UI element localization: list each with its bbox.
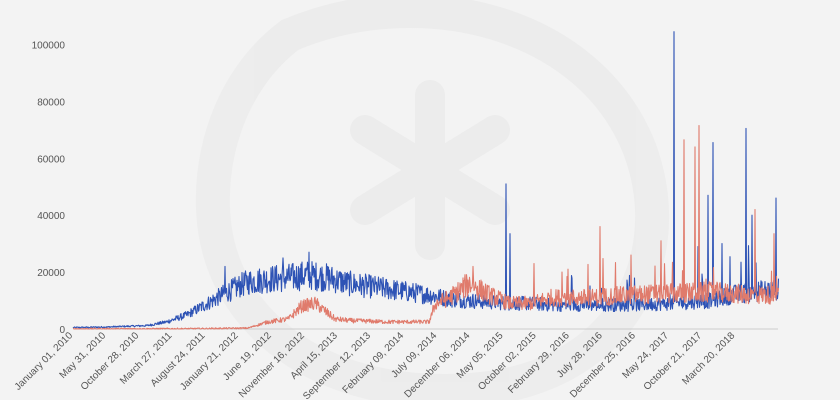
y-tick-label: 20000 <box>37 268 65 279</box>
x-tick-label: January 21, 2012 <box>178 330 241 393</box>
series-group <box>72 31 780 330</box>
series-line-2 <box>72 124 780 330</box>
x-tick-label: January 01, 2010 <box>13 330 76 393</box>
y-tick-label: 80000 <box>37 97 65 108</box>
watermark-logo <box>195 0 670 400</box>
x-tick-label: October 21, 2017 <box>642 330 705 393</box>
y-tick-label: 0 <box>59 325 65 336</box>
y-tick-label: 40000 <box>37 211 65 222</box>
y-tick-label: 100000 <box>32 40 66 51</box>
y-axis-ticks: 0 20000 40000 60000 80000 100000 <box>32 40 66 336</box>
x-tick-label: October 28, 2010 <box>79 330 142 393</box>
series-line-1 <box>72 31 780 329</box>
y-tick-label: 60000 <box>37 154 65 165</box>
